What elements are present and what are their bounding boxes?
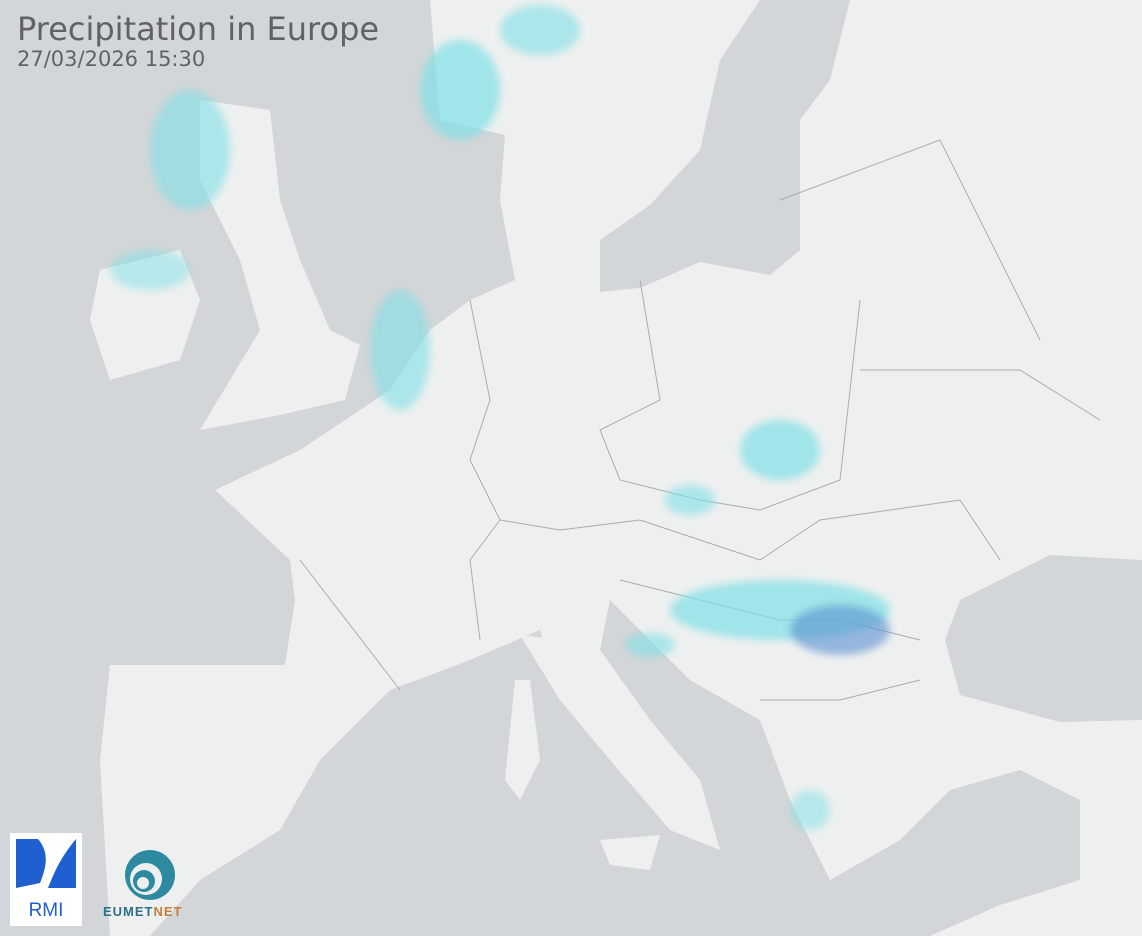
baltic-sea xyxy=(600,0,850,292)
islands xyxy=(90,100,850,870)
black-sea xyxy=(945,555,1142,722)
rmi-logo: RMI xyxy=(10,833,82,926)
rmi-emblem-icon xyxy=(16,839,76,888)
great-britain xyxy=(200,100,360,430)
mediterranean-sea xyxy=(150,600,1080,936)
eumetnet-logo: EUMETNET xyxy=(100,848,210,928)
precipitation-layer xyxy=(110,5,890,830)
map-timestamp: 27/03/2026 15:30 xyxy=(17,47,206,71)
sicily xyxy=(600,835,660,870)
eumetnet-logo-text: EUMETNET xyxy=(103,904,183,919)
sardinia-corsica xyxy=(505,680,540,800)
map-title: Precipitation in Europe xyxy=(17,10,380,48)
eumetnet-emblem-icon xyxy=(125,850,175,900)
italy xyxy=(520,635,700,820)
atlantic-north-sea xyxy=(0,0,515,936)
rmi-logo-text: RMI xyxy=(28,900,64,921)
